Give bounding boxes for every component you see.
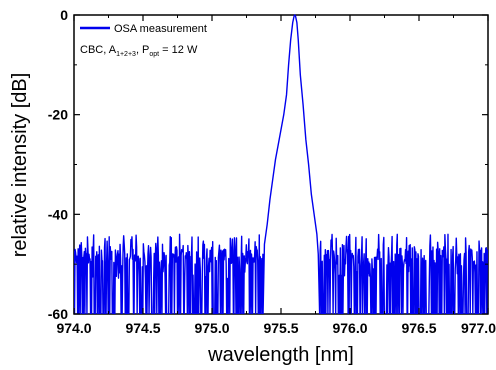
- y-axis-title: relative intensity [dB]: [9, 73, 31, 258]
- x-tick-label-3: 975.5: [263, 320, 298, 336]
- annotation-p-subscript: opt: [149, 51, 159, 58]
- y-axis-ticks: 0 -20 -40 -60: [48, 7, 488, 322]
- y-tick-label-2: -40: [48, 206, 68, 222]
- legend-label-osa-measurement: OSA measurement: [114, 23, 207, 35]
- series-layer: [74, 14, 488, 314]
- annotation-a-subscript: 1+2+3: [116, 51, 136, 58]
- x-tick-label-1: 974.5: [125, 320, 160, 336]
- x-axis-title: wavelength [nm]: [207, 344, 354, 366]
- x-axis-ticks: 974.0 974.5 975.0 975.5 976.0 976.5 977.0: [56, 15, 496, 336]
- x-tick-label-5: 976.5: [401, 320, 436, 336]
- annotation-prefix: CBC, A: [80, 44, 117, 56]
- annotation-mid: , P: [136, 44, 149, 56]
- series-line-osa-measurement: [74, 14, 488, 314]
- plot-area: 974.0 974.5 975.0 975.5 976.0 976.5 977.0 0 -20…: [48, 7, 496, 336]
- x-tick-label-6: 977.0: [461, 320, 496, 336]
- annotation-suffix: = 12 W: [159, 44, 198, 56]
- y-tick-label-1: -20: [48, 107, 68, 123]
- y-tick-label-0: 0: [60, 7, 68, 23]
- x-tick-label-0: 974.0: [56, 320, 91, 336]
- legend: OSA measurement CBC, A1+2+3, Popt = 12 W: [80, 23, 207, 58]
- x-tick-label-2: 975.0: [194, 320, 229, 336]
- y-tick-label-3: -60: [48, 306, 68, 322]
- x-tick-label-4: 976.0: [332, 320, 367, 336]
- legend-annotation: CBC, A1+2+3, Popt = 12 W: [80, 44, 198, 58]
